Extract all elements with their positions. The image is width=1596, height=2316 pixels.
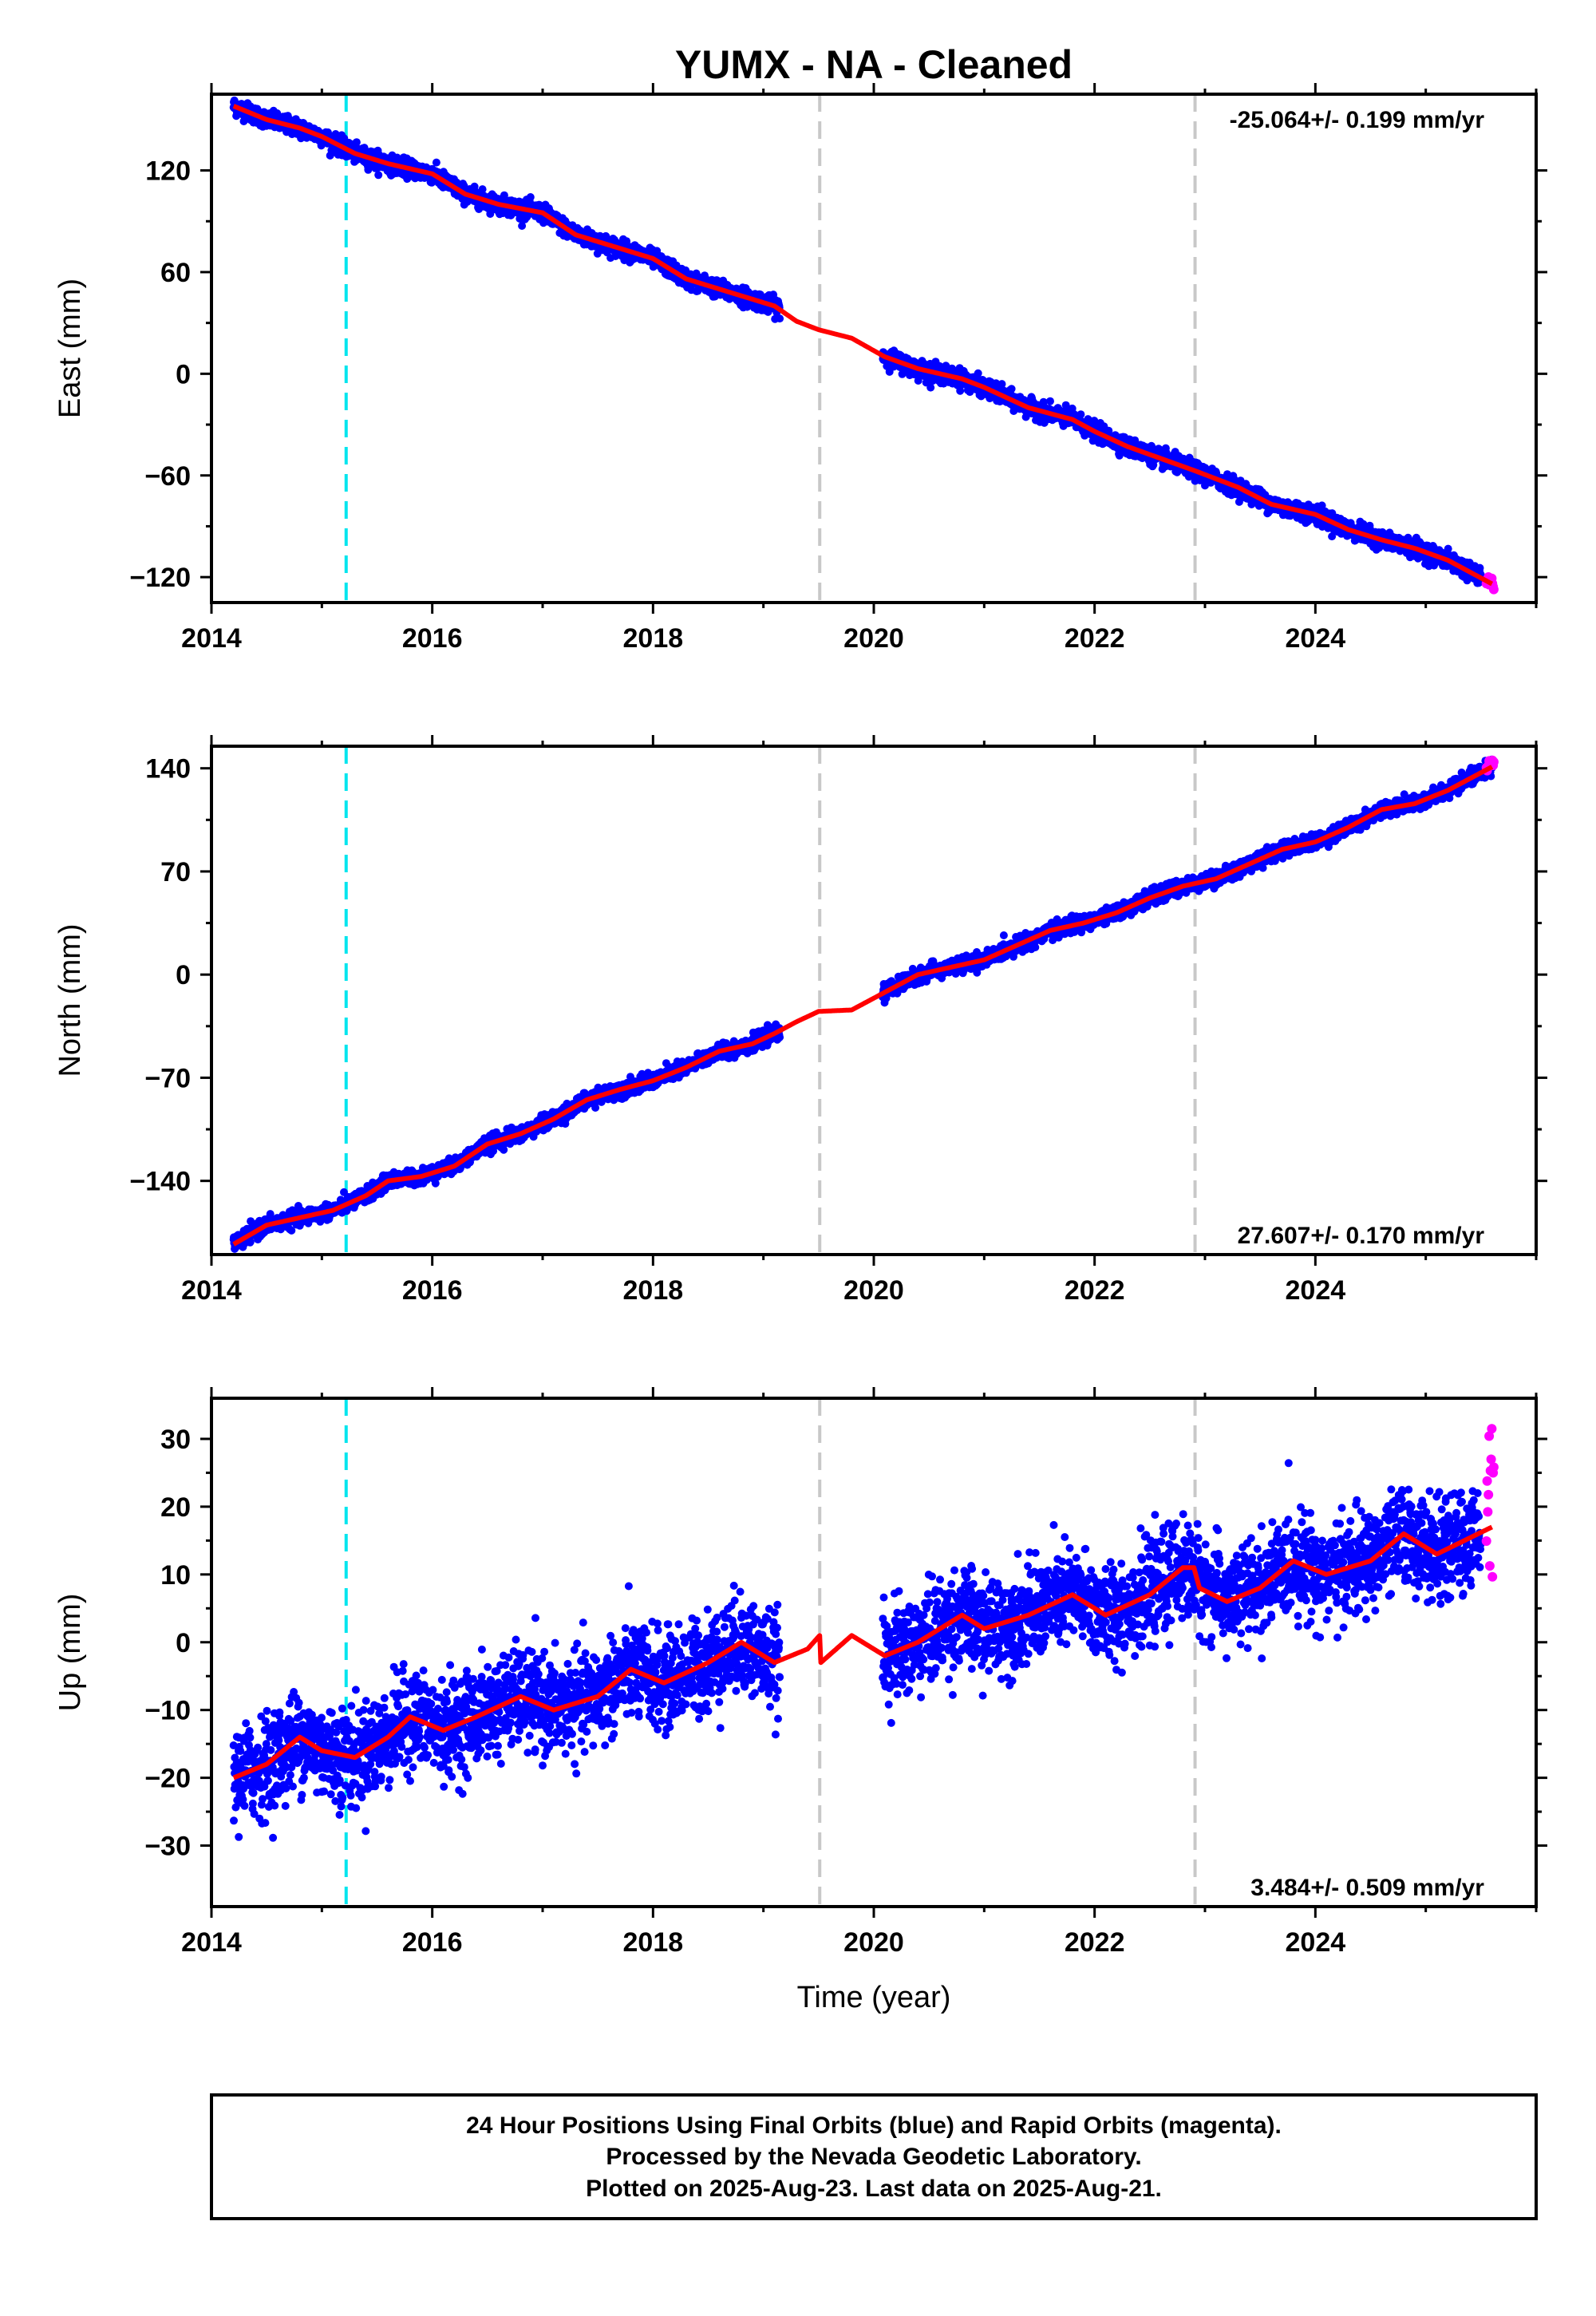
east-final-point: [974, 369, 982, 377]
north-panel: 2014 2016 2018 2020 2022 2024−140−70070140Nor…: [53, 735, 1547, 1306]
east-final-point: [1046, 397, 1054, 405]
north-plot-area: [229, 746, 1499, 1255]
east-y-tick-label: 0: [176, 359, 191, 389]
figure-title: YUMX - NA - Cleaned: [675, 42, 1073, 87]
east-y-axis-label: East (mm): [53, 279, 87, 418]
east-final-point: [352, 138, 361, 147]
east-x-tick-label: 2014: [181, 623, 242, 654]
east-final-point: [500, 191, 508, 200]
east-final-point: [518, 222, 527, 230]
east-final-point: [926, 383, 935, 392]
east-x-tick-label: 2022: [1065, 623, 1125, 654]
east-final-point: [526, 193, 535, 201]
east-y-tick-label: −120: [129, 563, 191, 593]
east-final-point: [776, 314, 784, 323]
east-final-point: [432, 158, 440, 167]
east-final-point: [1007, 385, 1016, 393]
east-final-point: [374, 171, 383, 180]
east-y-tick-label: −60: [144, 461, 191, 492]
east-final-point: [1077, 410, 1085, 419]
east-x-tick-label: 2020: [843, 623, 904, 654]
east-x-tick-label: 2018: [623, 623, 684, 654]
east-x-tick-label: 2024: [1286, 623, 1346, 654]
east-rapid-point: [1488, 584, 1499, 595]
east-x-tick-label: 2016: [402, 623, 463, 654]
east-final-point: [478, 185, 487, 194]
east-y-tick-label: 60: [160, 258, 191, 288]
east-final-point: [1444, 544, 1452, 553]
east-rate-label: -25.064+/- 0.199 mm/yr: [1230, 107, 1485, 133]
east-plot-area: [229, 94, 1499, 603]
east-panel: 2014 2016 2018 2020 2022 2024 −120 −60 0 60 120 Eas…: [53, 83, 1547, 654]
east-y-tick-label: 120: [145, 156, 191, 187]
